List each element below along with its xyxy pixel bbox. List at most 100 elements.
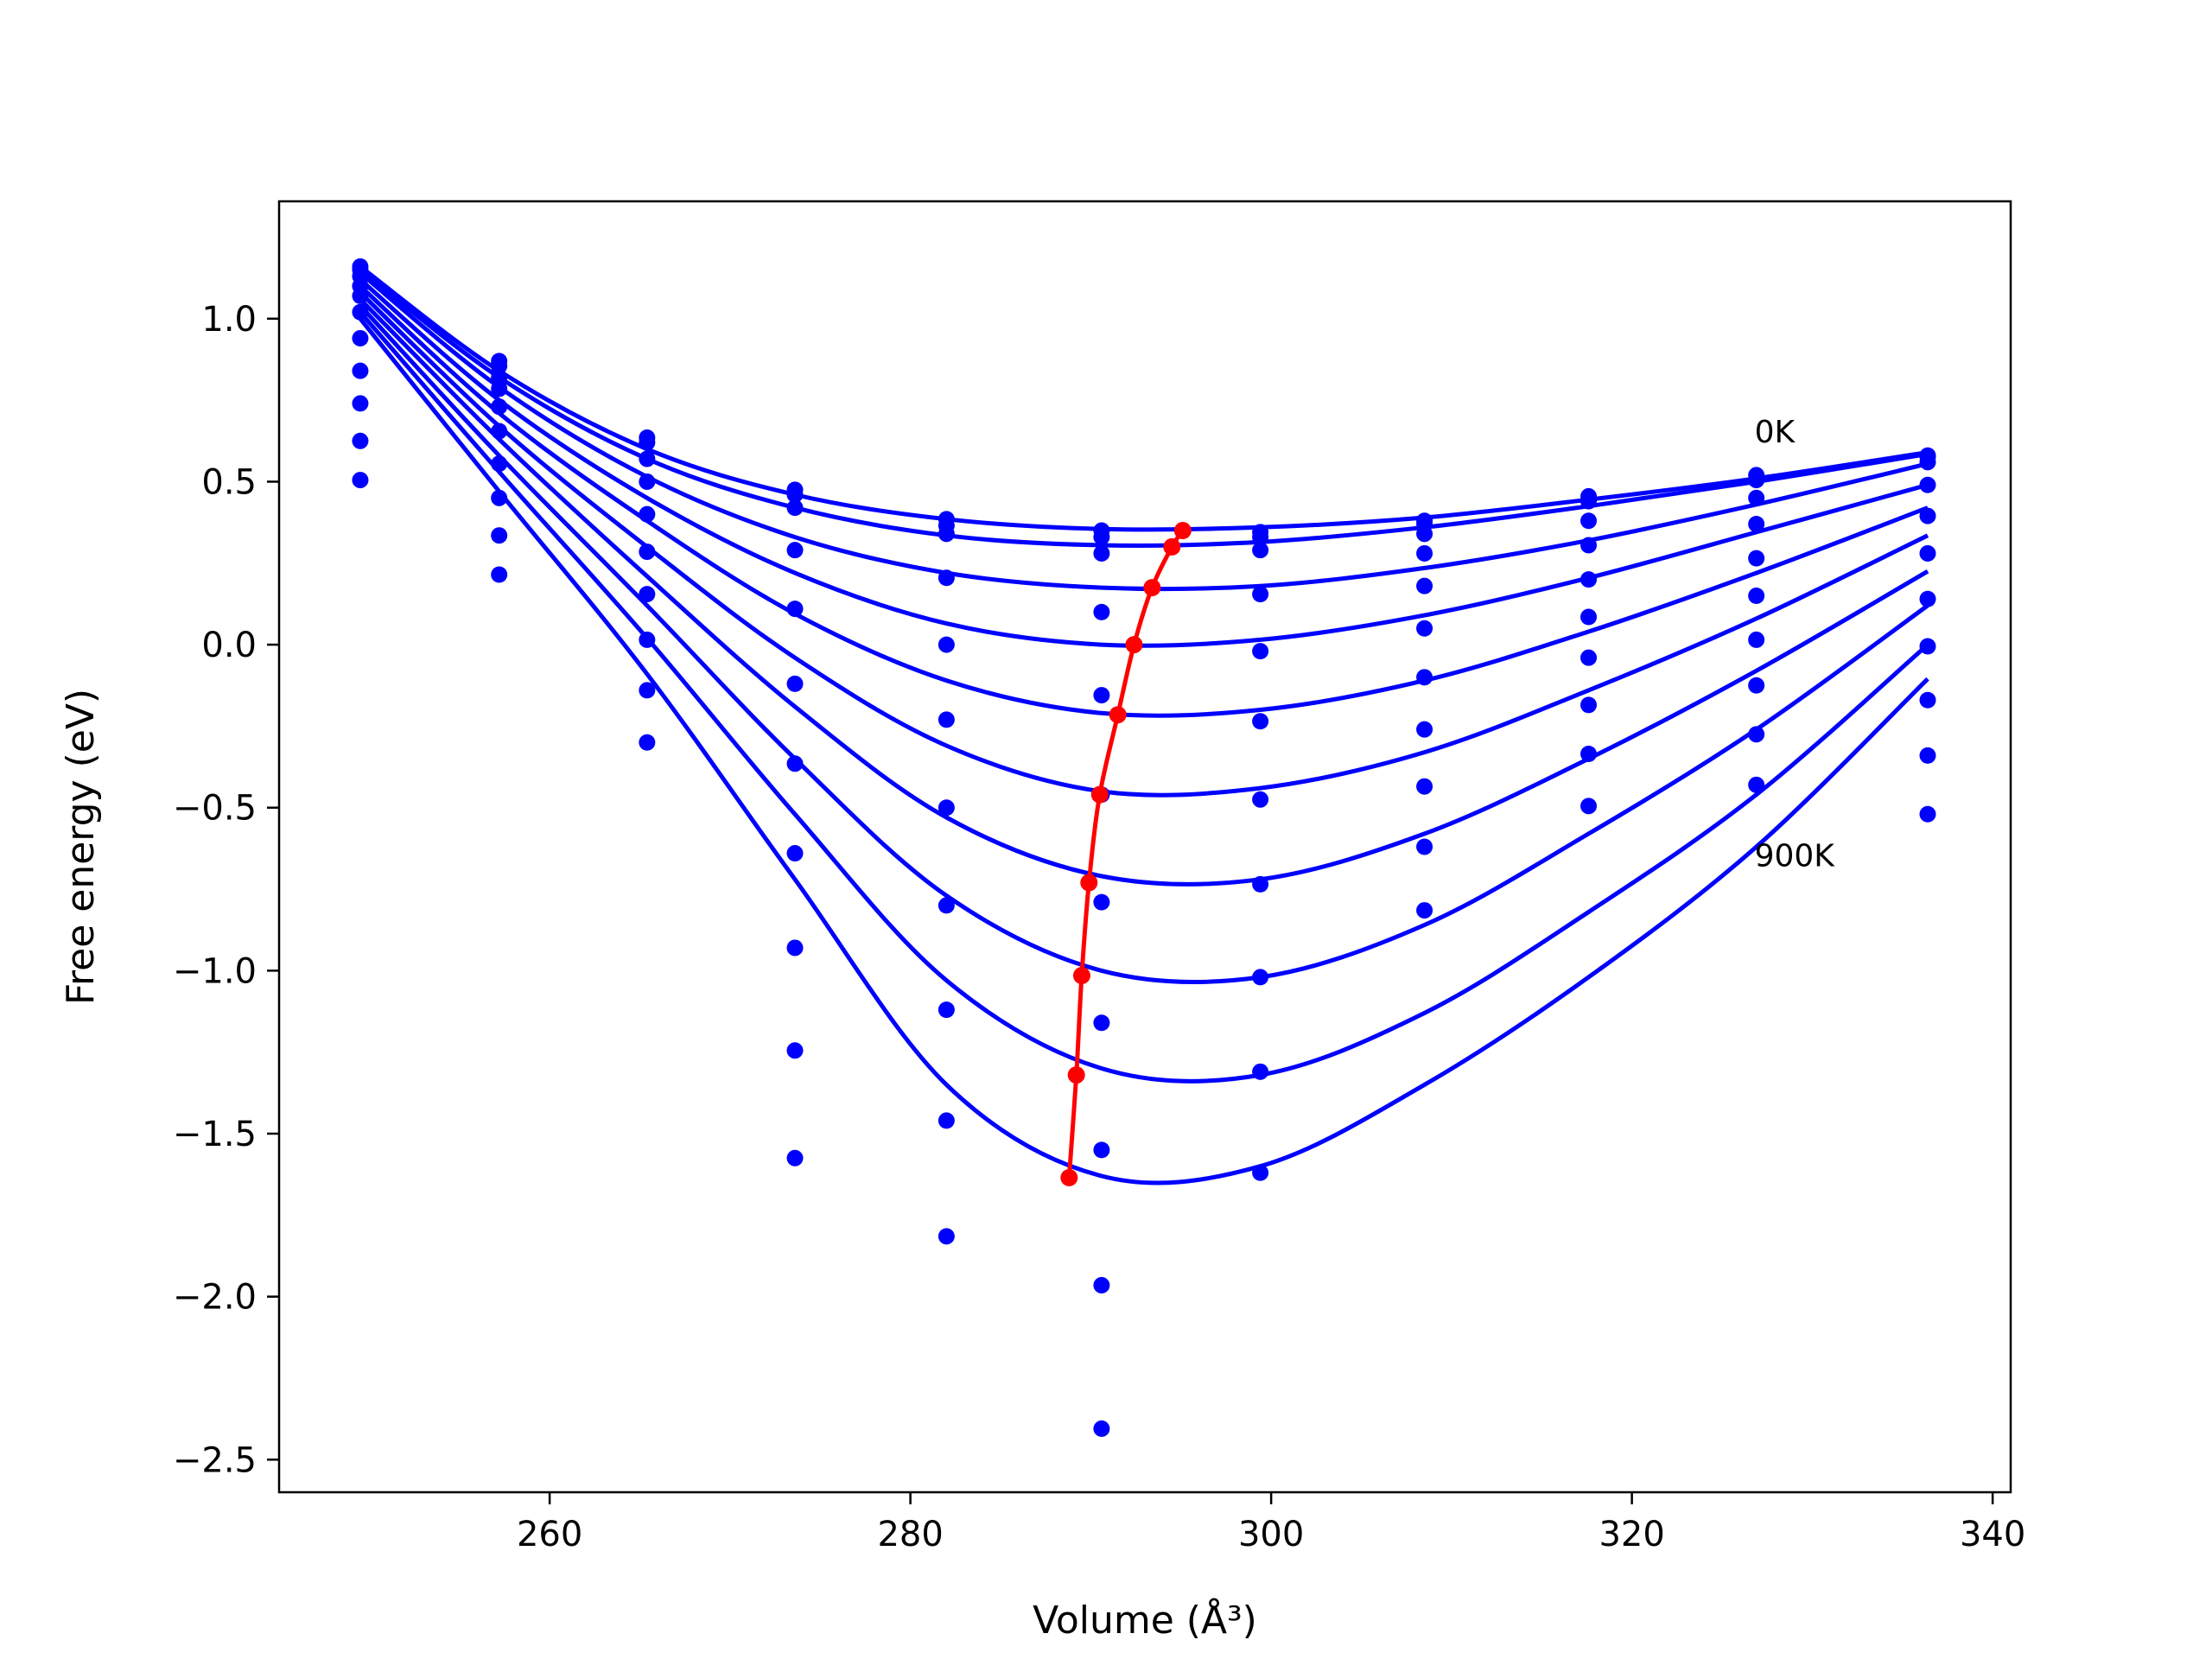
data-point-9-1 bbox=[491, 566, 508, 583]
data-point-5-9 bbox=[1748, 588, 1765, 604]
data-point-2-1 bbox=[491, 369, 508, 386]
data-point-10-7 bbox=[1416, 902, 1433, 919]
data-point-6-0 bbox=[352, 329, 369, 346]
data-point-8-1 bbox=[491, 527, 508, 544]
data-point-5-2 bbox=[639, 543, 656, 561]
data-point-3-5 bbox=[1093, 603, 1110, 620]
x-axis-label: Volume (Å³) bbox=[1033, 1597, 1257, 1643]
data-point-6-7 bbox=[1416, 669, 1433, 686]
y-tick-label: −2.5 bbox=[173, 1440, 257, 1480]
data-point-7-0 bbox=[352, 362, 369, 379]
fit-curve-4 bbox=[359, 284, 1929, 718]
minima-point-2 bbox=[1143, 579, 1161, 597]
y-tick-label: 0.5 bbox=[201, 462, 257, 502]
data-point-10-0 bbox=[352, 472, 369, 489]
data-point-2-3 bbox=[786, 499, 804, 517]
y-tick-label: −2.0 bbox=[173, 1278, 257, 1318]
fit-curve-3 bbox=[359, 277, 1929, 648]
data-point-10-10 bbox=[1919, 805, 1936, 823]
data-point-9-2 bbox=[639, 734, 656, 751]
data-point-4-6 bbox=[1252, 643, 1269, 660]
minima-point-8 bbox=[1067, 1066, 1085, 1084]
data-point-7-7 bbox=[1416, 721, 1433, 738]
data-point-1-6 bbox=[1252, 529, 1269, 546]
data-point-7-3 bbox=[786, 845, 804, 862]
fit-curve-2 bbox=[359, 271, 1929, 592]
data-point-9-7 bbox=[1416, 838, 1433, 855]
x-tick-label: 280 bbox=[877, 1515, 943, 1554]
data-point-1-2 bbox=[639, 434, 656, 451]
data-point-8-10 bbox=[1919, 691, 1936, 709]
annotations: 0K 900K bbox=[1755, 415, 1836, 874]
data-point-6-3 bbox=[786, 755, 804, 772]
data-point-8-0 bbox=[352, 395, 369, 412]
minima-point-7 bbox=[1072, 967, 1090, 985]
x-tick-label: 300 bbox=[1238, 1515, 1304, 1554]
data-point-5-8 bbox=[1580, 608, 1598, 626]
data-point-7-4 bbox=[938, 897, 955, 914]
data-point-7-1 bbox=[491, 489, 508, 506]
y-tick-label: −1.5 bbox=[173, 1115, 257, 1154]
data-point-9-0 bbox=[352, 432, 369, 449]
data-point-3-9 bbox=[1748, 516, 1765, 532]
x-tick-label: 320 bbox=[1599, 1515, 1664, 1554]
data-point-9-6 bbox=[1252, 1063, 1269, 1080]
data-point-8-2 bbox=[639, 682, 656, 699]
data-point-2-6 bbox=[1252, 542, 1269, 559]
minima-point-0 bbox=[1173, 522, 1192, 540]
data-point-6-4 bbox=[938, 799, 955, 817]
y-tick-label: −1.0 bbox=[173, 951, 257, 991]
data-point-7-5 bbox=[1093, 1014, 1110, 1032]
fit-curve-6 bbox=[359, 297, 1929, 887]
data-point-4-5 bbox=[1093, 687, 1110, 704]
y-axis-ticks: −2.5 −2.0 −1.5 −1.0 −0.5 0.0 0.5 1.0 bbox=[173, 300, 279, 1480]
data-point-9-9 bbox=[1748, 776, 1765, 793]
data-point-6-10 bbox=[1919, 590, 1936, 607]
minima-point-6 bbox=[1080, 874, 1098, 892]
data-point-6-9 bbox=[1748, 631, 1765, 648]
data-point-3-7 bbox=[1416, 544, 1433, 562]
axes-frame bbox=[277, 200, 2012, 1494]
y-tick-label: 1.0 bbox=[201, 300, 257, 340]
data-point-6-6 bbox=[1252, 791, 1269, 808]
minima-curve bbox=[1060, 522, 1192, 1186]
data-point-10-4 bbox=[938, 1228, 955, 1245]
x-tick-label: 340 bbox=[1960, 1515, 2025, 1554]
minima-point-3 bbox=[1125, 636, 1143, 654]
data-point-10-6 bbox=[1252, 1164, 1269, 1181]
data-point-1-1 bbox=[491, 358, 508, 375]
data-point-10-5 bbox=[1093, 1420, 1110, 1437]
data-point-1-3 bbox=[786, 486, 804, 504]
data-point-4-1 bbox=[491, 398, 508, 416]
data-point-3-10 bbox=[1919, 476, 1936, 493]
data-point-6-8 bbox=[1580, 649, 1598, 666]
data-point-9-10 bbox=[1919, 747, 1936, 764]
data-point-8-3 bbox=[786, 939, 804, 957]
minima-point-9 bbox=[1060, 1168, 1078, 1186]
data-point-5-3 bbox=[786, 675, 804, 692]
data-point-6-1 bbox=[491, 455, 508, 473]
y-tick-label: −0.5 bbox=[173, 789, 257, 829]
data-point-5-4 bbox=[938, 711, 955, 728]
data-point-7-6 bbox=[1252, 875, 1269, 893]
annotation-900k: 900K bbox=[1755, 839, 1836, 874]
data-point-3-1 bbox=[491, 380, 508, 397]
data-point-8-7 bbox=[1416, 778, 1433, 795]
data-point-8-9 bbox=[1748, 726, 1765, 743]
fit-curve-8 bbox=[359, 310, 1929, 1084]
data-point-3-4 bbox=[938, 569, 955, 587]
data-point-8-5 bbox=[1093, 1141, 1110, 1159]
data-point-9-5 bbox=[1093, 1276, 1110, 1294]
data-point-9-8 bbox=[1580, 798, 1598, 815]
data-point-4-3 bbox=[786, 601, 804, 618]
data-point-3-3 bbox=[786, 542, 804, 559]
x-axis-ticks: 260 280 300 320 340 bbox=[517, 1492, 2025, 1554]
annotation-0k: 0K bbox=[1755, 415, 1796, 450]
data-point-5-6 bbox=[1252, 713, 1269, 730]
data-point-5-10 bbox=[1919, 544, 1936, 562]
data-point-5-1 bbox=[491, 423, 508, 440]
y-tick-label: 0.0 bbox=[201, 626, 257, 665]
data-point-2-4 bbox=[938, 525, 955, 543]
